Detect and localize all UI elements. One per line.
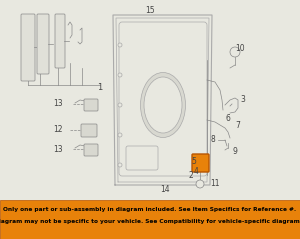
Text: 4: 4 xyxy=(194,167,198,175)
Bar xyxy=(0,200,300,239)
Circle shape xyxy=(118,163,122,167)
Text: 5: 5 xyxy=(192,158,197,167)
Circle shape xyxy=(230,47,240,57)
Text: 11: 11 xyxy=(210,179,220,188)
Circle shape xyxy=(118,133,122,137)
Text: 9: 9 xyxy=(232,147,237,157)
Circle shape xyxy=(196,180,204,188)
Text: 8: 8 xyxy=(211,136,215,145)
FancyBboxPatch shape xyxy=(84,144,98,156)
FancyBboxPatch shape xyxy=(55,14,65,68)
Text: 3: 3 xyxy=(241,96,245,104)
Text: Diagram may not be specific to your vehicle. See Compatibility for vehicle-speci: Diagram may not be specific to your vehi… xyxy=(0,219,300,224)
Text: 2: 2 xyxy=(189,170,194,179)
Text: Only one part or sub-assembly in diagram included. See Item Specifics for Refere: Only one part or sub-assembly in diagram… xyxy=(3,207,297,212)
Text: 10: 10 xyxy=(235,43,245,53)
Text: 13: 13 xyxy=(53,145,63,153)
FancyBboxPatch shape xyxy=(81,124,97,137)
FancyBboxPatch shape xyxy=(126,146,158,170)
Circle shape xyxy=(118,103,122,107)
FancyBboxPatch shape xyxy=(21,14,35,81)
Ellipse shape xyxy=(144,77,182,133)
Text: 6: 6 xyxy=(226,114,230,123)
Text: 15: 15 xyxy=(145,5,155,15)
FancyBboxPatch shape xyxy=(192,154,209,172)
FancyBboxPatch shape xyxy=(84,99,98,111)
FancyBboxPatch shape xyxy=(37,14,49,74)
Ellipse shape xyxy=(140,72,185,137)
Text: 1: 1 xyxy=(98,82,103,92)
Circle shape xyxy=(118,73,122,77)
FancyBboxPatch shape xyxy=(119,22,207,176)
Text: 7: 7 xyxy=(236,120,240,130)
Text: 12: 12 xyxy=(53,125,63,135)
Circle shape xyxy=(118,43,122,47)
Text: 13: 13 xyxy=(53,99,63,109)
Text: 14: 14 xyxy=(160,185,170,195)
